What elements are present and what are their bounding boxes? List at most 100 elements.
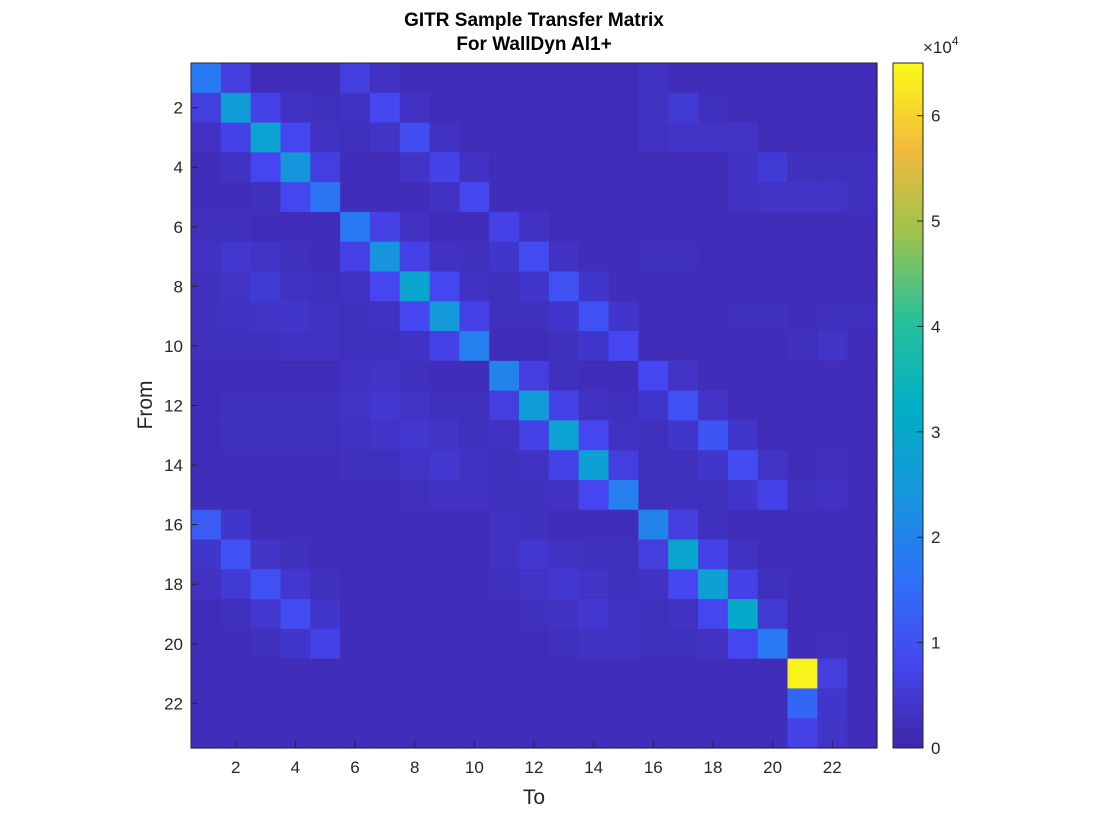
heatmap-cell (578, 211, 610, 243)
heatmap-cell (698, 420, 729, 451)
heatmap-cell (369, 92, 401, 124)
heatmap-cell (608, 628, 639, 660)
heatmap-cell (727, 331, 759, 362)
heatmap-cell (727, 628, 759, 660)
heatmap-cell (489, 182, 520, 213)
heatmap-cell (578, 539, 610, 570)
heatmap-cell (220, 331, 252, 362)
heatmap-cell (489, 420, 520, 451)
heatmap-cell (280, 450, 311, 481)
heatmap-cell (429, 539, 461, 570)
heatmap-cell (698, 509, 729, 541)
heatmap-cell (727, 509, 759, 541)
heatmap-cell (548, 63, 580, 94)
heatmap-cell (757, 331, 789, 362)
heatmap-cell (847, 360, 878, 392)
heatmap-cell (757, 450, 789, 481)
heatmap-cell (698, 450, 729, 481)
heatmap-cell (519, 331, 550, 362)
heatmap-cell (399, 420, 431, 451)
heatmap-cell (817, 509, 848, 541)
heatmap-cell (310, 599, 341, 630)
x-tick-label: 10 (465, 758, 484, 777)
heatmap-cell (548, 360, 580, 392)
heatmap-cell (191, 241, 222, 273)
heatmap-cell (578, 420, 610, 451)
heatmap-cell (519, 63, 550, 94)
heatmap-cell (578, 390, 610, 421)
heatmap-cell (727, 479, 759, 511)
heatmap-cell (817, 658, 848, 690)
heatmap-cell (847, 539, 878, 570)
heatmap-cell (220, 479, 252, 511)
heatmap-cell (727, 450, 759, 481)
heatmap-cell (220, 450, 252, 481)
heatmap-cell (578, 122, 610, 153)
heatmap-cell (578, 628, 610, 660)
colorbar-tick-label: 0 (931, 739, 940, 758)
heatmap-cell (310, 331, 341, 362)
heatmap-cell (369, 718, 401, 749)
heatmap-cell (548, 539, 580, 570)
heatmap-cell (668, 539, 699, 570)
heatmap-cell (787, 628, 818, 660)
heatmap-cell (638, 599, 669, 630)
heatmap-cell (698, 688, 729, 719)
heatmap-cell (280, 360, 311, 392)
y-axis-label: From (134, 381, 157, 430)
heatmap-cell (280, 599, 311, 630)
heatmap-cell (757, 599, 789, 630)
heatmap-cell (429, 63, 461, 94)
heatmap-cell (369, 450, 401, 481)
heatmap-cell (608, 63, 639, 94)
heatmap-cell (191, 718, 222, 749)
heatmap-cell (638, 63, 669, 94)
heatmap-cell (727, 301, 759, 332)
heatmap-cell (459, 599, 490, 630)
heatmap-cell (429, 182, 461, 213)
heatmap-cell (340, 420, 371, 451)
heatmap-cell (817, 420, 848, 451)
heatmap-cell (668, 152, 699, 183)
heatmap-cell (757, 360, 789, 392)
x-tick-label: 20 (763, 758, 782, 777)
heatmap-cell (638, 360, 669, 392)
heatmap-cell (399, 450, 431, 481)
heatmap-cell (369, 331, 401, 362)
y-tick-label: 14 (164, 456, 183, 475)
heatmap-cell (310, 92, 341, 124)
heatmap-cell (340, 122, 371, 153)
heatmap-cell (220, 152, 252, 183)
heatmap-cell (548, 479, 580, 511)
heatmap-cell (638, 241, 669, 273)
heatmap-cell (608, 271, 639, 302)
heatmap-cell (399, 569, 431, 600)
heatmap-cell (668, 63, 699, 94)
y-tick-label: 16 (164, 516, 183, 535)
heatmap-cell (340, 271, 371, 302)
heatmap-cell (578, 569, 610, 600)
heatmap-cell (489, 509, 520, 541)
heatmap-cell (280, 569, 311, 600)
heatmap-cell (310, 241, 341, 273)
y-tick-label: 2 (174, 99, 183, 118)
heatmap-cell (757, 182, 789, 213)
heatmap-cell (817, 450, 848, 481)
heatmap-cell (310, 450, 341, 481)
heatmap-cell (519, 92, 550, 124)
heatmap-cell (250, 479, 282, 511)
heatmap-cell (548, 241, 580, 273)
heatmap-cell (250, 718, 282, 749)
heatmap-cell (220, 241, 252, 273)
heatmap-cell (757, 390, 789, 421)
heatmap-cell (757, 301, 789, 332)
heatmap-cell (489, 599, 520, 630)
heatmap-cell (459, 182, 490, 213)
heatmap-cell (489, 569, 520, 600)
heatmap-cell (787, 241, 818, 273)
heatmap-cell (220, 420, 252, 451)
heatmap-cell (727, 211, 759, 243)
heatmap-cell (280, 390, 311, 421)
heatmap-cell (310, 301, 341, 332)
heatmap-cell (519, 599, 550, 630)
